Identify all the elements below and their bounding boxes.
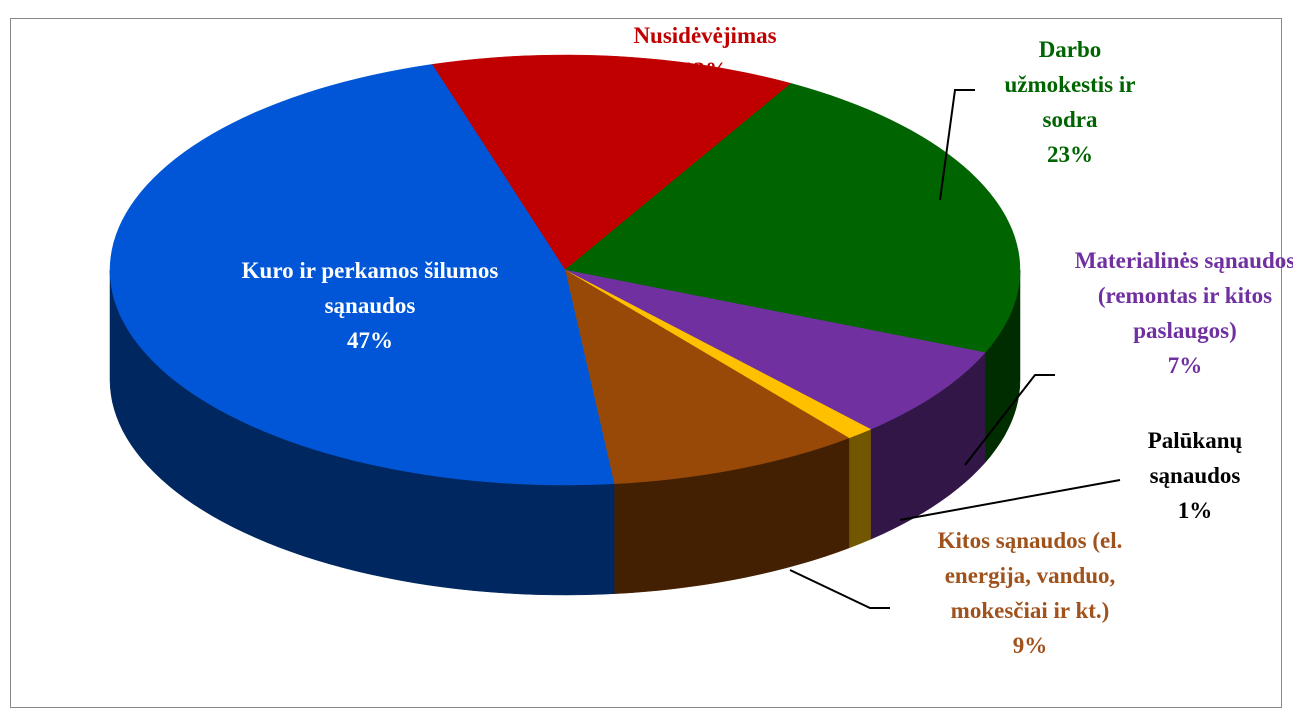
slice [564, 269, 986, 430]
page: (() => { const data = JSON.parse(documen… [10, 18, 1293, 708]
category-label: Nusidėvėjimas [633, 23, 777, 48]
value-label: 23% [1047, 142, 1093, 167]
data-label: Nusidėvėjimas 13% [595, 18, 815, 88]
leader-line [964, 374, 1055, 466]
data-label: Materialinės sąnaudos (remontas ir kitos… [1065, 243, 1293, 383]
category-label: Darbo užmokestis ir sodra [1004, 37, 1136, 132]
category-label: Kitos sąnaudos (el. energija, vanduo, mo… [937, 528, 1123, 623]
category-label: Kuro ir perkamos šilumos sąnaudos [241, 258, 499, 318]
value-label: 1% [1177, 498, 1213, 523]
slice [564, 83, 1021, 353]
category-label: Materialinės sąnaudos (remontas ir kitos… [1074, 248, 1293, 343]
slice [109, 64, 615, 486]
category-label: Palūkanų sąnaudos [1147, 428, 1243, 488]
value-label: 47% [347, 328, 393, 353]
slice [564, 269, 850, 484]
value-label: 13% [682, 58, 728, 83]
leader-line [789, 569, 890, 609]
chart [109, 54, 1121, 609]
leader-line [899, 479, 1121, 521]
data-label: Palūkanų sąnaudos 1% [1120, 423, 1270, 528]
data-label: Kuro ir perkamos šilumos sąnaudos 47% [240, 253, 500, 358]
value-label: 7% [1167, 353, 1203, 378]
data-label: Kitos sąnaudos (el. energija, vanduo, mo… [895, 523, 1165, 663]
slice [431, 54, 792, 271]
leader-line [939, 89, 975, 201]
slice-side [848, 428, 871, 549]
value-label: 9% [1012, 633, 1048, 658]
data-label: Darbo užmokestis ir sodra 23% [985, 32, 1155, 172]
